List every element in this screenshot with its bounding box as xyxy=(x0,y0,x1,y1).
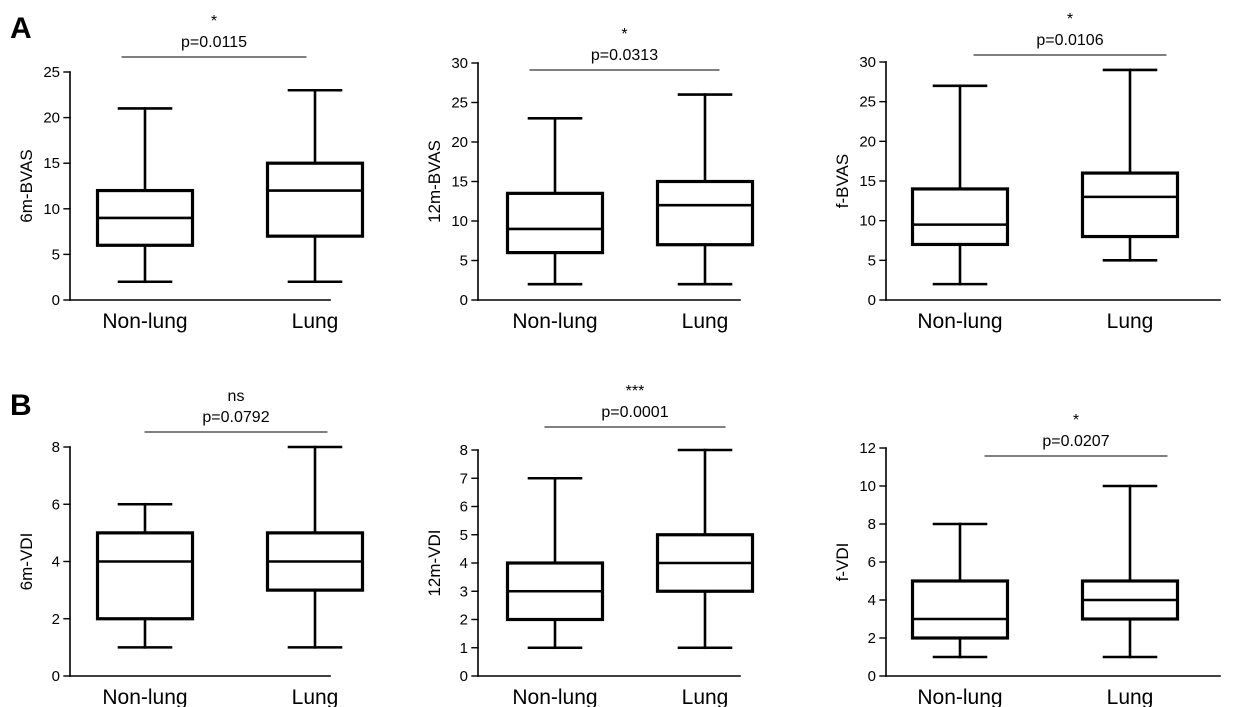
chart-4-box-non-lung-iqr-box xyxy=(95,531,195,621)
chart-2-ytick-label: 0 xyxy=(460,292,468,309)
chart-1-y-label: 6m-BVAS xyxy=(17,149,36,222)
chart-5-p-value: p=0.0001 xyxy=(601,404,668,421)
chart-3-ytick-label: 25 xyxy=(859,94,876,111)
chart-3-xtick-label: Lung xyxy=(1107,310,1154,333)
chart-2-ytick-label: 20 xyxy=(451,134,468,151)
chart-5-ytick-label: 5 xyxy=(460,527,468,544)
chart-3-significance-marker: * xyxy=(1067,11,1073,28)
chart-2-ytick-label: 30 xyxy=(451,55,468,72)
chart-3-y-label: f-BVAS xyxy=(833,154,852,208)
chart-6-ytick-label: 6 xyxy=(868,554,876,571)
chart-4-xtick-label: Non-lung xyxy=(102,686,187,707)
chart-3-ytick-label: 5 xyxy=(868,252,876,269)
chart-6-xtick-label: Lung xyxy=(1107,686,1154,707)
chart-6-ytick-label: 4 xyxy=(868,592,876,609)
chart-3-ytick-label: 10 xyxy=(859,213,876,230)
chart-6-ytick-label: 12 xyxy=(859,440,876,457)
chart-1-p-value: p=0.0115 xyxy=(181,34,247,51)
chart-4-ytick-label: 4 xyxy=(52,554,60,571)
chart-6-significance-marker: * xyxy=(1073,412,1079,429)
chart-2-ytick-label: 15 xyxy=(451,174,468,191)
chart-2-p-value: p=0.0313 xyxy=(591,47,658,64)
chart-5-ytick-label: 6 xyxy=(460,499,468,516)
chart-2-box-non-lung-iqr-box xyxy=(505,191,605,255)
chart-3-box-lung-iqr-box xyxy=(1080,171,1180,239)
chart-1-ytick-label: 15 xyxy=(43,155,60,172)
chart-4-significance-marker: ns xyxy=(228,388,245,405)
panel-label-a: A xyxy=(10,12,32,45)
chart-6-ytick-label: 2 xyxy=(868,630,876,647)
chart-5-ytick-label: 4 xyxy=(460,555,468,572)
chart-4-p-value: p=0.0792 xyxy=(202,409,269,426)
chart-2-significance-marker: * xyxy=(621,26,627,43)
chart-3-ytick-label: 15 xyxy=(859,173,876,190)
chart-5-y-label: 12m-VDI xyxy=(425,529,444,596)
chart-1-xtick-label: Non-lung xyxy=(102,310,187,333)
chart-1-xtick-label: Lung xyxy=(292,310,339,333)
chart-1-significance-marker: * xyxy=(211,13,217,30)
chart-5-ytick-label: 8 xyxy=(460,442,468,459)
chart-2-xtick-label: Non-lung xyxy=(512,310,597,333)
chart-5-ytick-label: 0 xyxy=(460,668,468,685)
chart-3-xtick-label: Non-lung xyxy=(917,310,1002,333)
chart-5-xtick-label: Non-lung xyxy=(512,686,597,707)
chart-1-ytick-label: 25 xyxy=(43,64,60,81)
chart-6-xtick-label: Non-lung xyxy=(917,686,1002,707)
chart-6-p-value: p=0.0207 xyxy=(1042,433,1109,450)
chart-3-ytick-label: 20 xyxy=(859,133,876,150)
chart-6-y-label: f-VDI xyxy=(833,543,852,582)
chart-2-ytick-label: 25 xyxy=(451,95,468,112)
chart-2-y-label: 12m-BVAS xyxy=(425,140,444,223)
chart-3-ytick-label: 0 xyxy=(868,292,876,309)
chart-5-ytick-label: 7 xyxy=(460,470,468,487)
chart-1-ytick-label: 5 xyxy=(52,246,60,263)
chart-1-box-lung-iqr-box xyxy=(265,161,365,238)
chart-5-significance-marker: *** xyxy=(626,383,645,400)
chart-3-p-value: p=0.0106 xyxy=(1036,32,1103,49)
chart-1-ytick-label: 20 xyxy=(43,110,60,127)
chart-5-ytick-label: 2 xyxy=(460,612,468,629)
chart-4-ytick-label: 8 xyxy=(52,439,60,456)
chart-3-box-non-lung-iqr-box xyxy=(910,187,1010,247)
chart-3-ytick-label: 30 xyxy=(859,54,876,71)
chart-6-ytick-label: 8 xyxy=(868,516,876,533)
chart-5-xtick-label: Lung xyxy=(682,686,729,707)
chart-6-box-non-lung-iqr-box xyxy=(910,579,1010,640)
chart-6-ytick-label: 10 xyxy=(859,478,876,495)
chart-1-ytick-label: 0 xyxy=(52,292,60,309)
chart-6-ytick-label: 0 xyxy=(868,668,876,685)
chart-1-ytick-label: 10 xyxy=(43,201,60,218)
chart-2-xtick-label: Lung xyxy=(682,310,729,333)
chart-2-ytick-label: 10 xyxy=(451,213,468,230)
chart-4-ytick-label: 2 xyxy=(52,611,60,628)
chart-5-ytick-label: 1 xyxy=(460,640,468,657)
panel-label-b: B xyxy=(10,389,32,422)
chart-4-xtick-label: Lung xyxy=(292,686,339,707)
chart-2-box-lung-iqr-box xyxy=(655,179,755,247)
chart-4-ytick-label: 6 xyxy=(52,496,60,513)
chart-5-ytick-label: 3 xyxy=(460,583,468,600)
chart-4-ytick-label: 0 xyxy=(52,668,60,685)
chart-2-ytick-label: 5 xyxy=(460,253,468,270)
chart-4-y-label: 6m-VDI xyxy=(17,533,36,591)
